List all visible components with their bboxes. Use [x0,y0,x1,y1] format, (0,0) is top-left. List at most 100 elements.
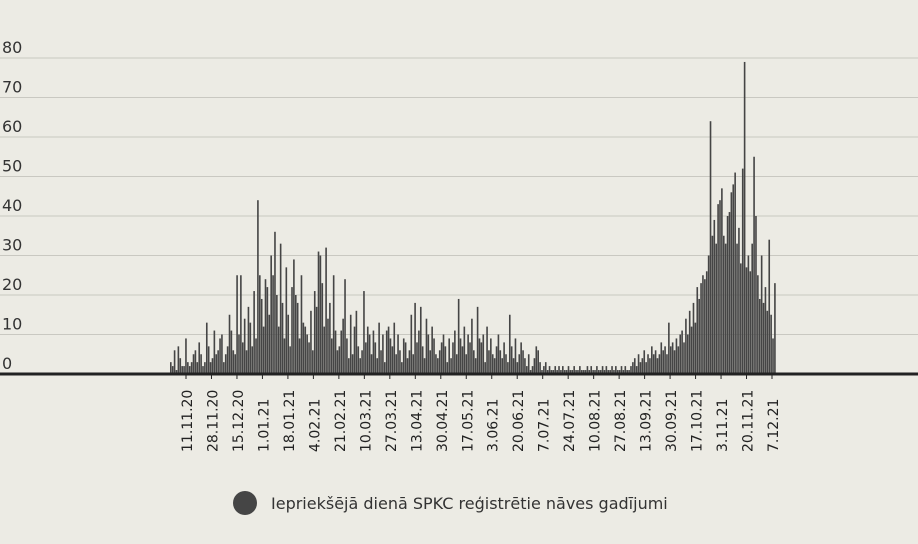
bar [679,334,682,374]
bar [177,346,180,374]
bar [287,314,290,374]
bar [467,334,469,374]
bar [408,350,411,374]
x-tick-label: 3.06.21 [486,399,502,452]
bar [325,247,327,374]
bar [209,362,212,374]
bar [202,366,204,374]
bar [700,283,702,374]
bar [760,255,763,374]
bar [440,342,443,374]
bar [219,338,221,374]
x-tick-label: 1.01.21 [256,399,272,452]
bar [399,350,401,374]
bar [457,298,460,374]
bar [673,350,676,374]
bar [348,358,350,374]
bar [501,358,504,374]
bar [624,366,627,374]
bar [469,342,471,374]
bar [757,275,759,374]
bar [444,346,447,374]
bar [437,358,439,374]
x-tick-label: 18.01.21 [282,390,298,452]
bar [632,362,634,374]
x-tick-label: 27.08.21 [613,390,629,452]
bar [719,200,721,374]
bar [194,350,197,374]
bar [192,354,195,374]
x-tick-label: 17.05.21 [460,390,476,452]
bar [204,362,206,374]
bar [603,370,606,374]
bar [690,326,693,374]
bar [179,358,182,374]
bar [626,370,628,374]
y-tick-label: 40 [2,196,22,215]
bar [383,362,386,374]
bar [762,302,765,374]
bar [188,366,191,374]
bar [558,366,560,374]
bar [592,370,594,374]
bar [734,172,736,374]
bar [590,366,593,374]
bar [480,342,483,374]
bar [609,370,611,374]
bar [363,291,365,374]
bar [537,350,539,374]
bar [524,358,526,374]
bar [721,188,723,374]
bar [622,370,625,374]
bar [662,350,664,374]
bar [514,338,517,374]
bar [200,354,202,374]
y-tick-label: 0 [2,354,12,373]
bar [319,255,322,374]
bar [722,235,725,374]
bar [491,354,494,374]
bar [677,346,680,374]
bar [276,295,278,374]
bar [529,370,532,374]
bar [486,326,488,374]
bar [359,358,361,374]
bar [351,354,354,374]
bar [749,271,752,374]
bar [334,330,337,374]
bar [274,231,276,374]
x-tick-label: 30.09.21 [664,390,680,452]
bar [245,350,248,374]
bar [241,342,244,374]
bar [510,346,513,374]
x-tick-label: 28.11.20 [205,390,221,452]
bar [550,370,553,374]
bar [654,350,657,374]
bar [724,243,727,374]
bar [310,310,312,374]
bar [531,366,534,374]
bar [387,326,390,374]
bar [289,346,291,374]
bar [196,362,199,374]
bar [488,350,490,374]
bar [190,362,193,374]
bar [594,370,596,374]
x-tick-label: 4.02.21 [307,399,323,452]
y-tick-label: 60 [2,117,22,136]
bar [692,302,695,374]
bar [391,346,394,374]
bar [308,342,310,374]
bar [224,354,227,374]
bar [681,330,683,374]
bar [478,338,481,374]
bar [294,295,297,374]
bar [563,370,566,374]
bar [315,306,318,374]
bar [556,370,558,374]
bar [584,370,587,374]
bar [522,350,524,374]
bar [618,370,621,374]
bar [613,370,615,374]
bar [298,338,301,374]
